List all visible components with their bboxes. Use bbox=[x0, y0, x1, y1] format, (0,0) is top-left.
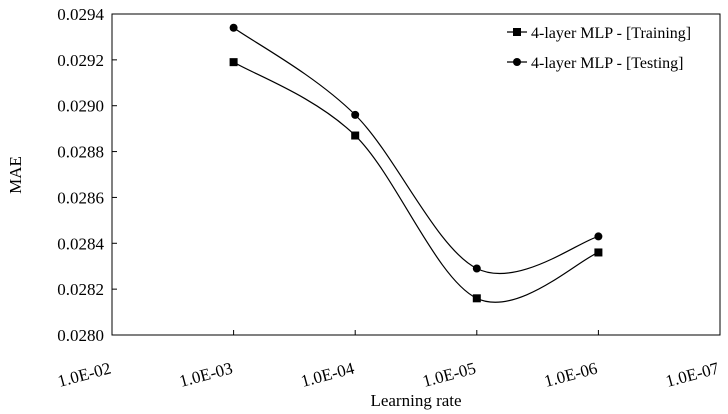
data-point bbox=[472, 264, 481, 273]
x-tick-label: 1.0E-04 bbox=[299, 358, 357, 391]
y-tick-label: 0.0284 bbox=[57, 234, 104, 253]
legend-item: 4-layer MLP - [Training] bbox=[507, 25, 691, 42]
series-training bbox=[229, 58, 603, 303]
y-tick-label: 0.0280 bbox=[57, 326, 104, 345]
data-point bbox=[594, 232, 603, 241]
y-tick-label: 0.0288 bbox=[57, 143, 104, 162]
x-tick-label: 1.0E-05 bbox=[420, 359, 477, 391]
x-axis-title: Learning rate bbox=[370, 391, 461, 410]
y-tick-label: 0.0290 bbox=[57, 97, 104, 116]
legend-label: 4-layer MLP - [Testing] bbox=[531, 55, 683, 72]
x-tick-label: 1.0E-02 bbox=[56, 359, 113, 391]
legend-label: 4-layer MLP - [Training] bbox=[531, 25, 691, 42]
series-line bbox=[233, 61, 599, 303]
data-point bbox=[229, 58, 238, 67]
x-axis: 1.0E-02 1.0E-03 1.0E-04 1.0E-05 1.0E-06 1.0E-… bbox=[56, 330, 722, 391]
legend: 4-layer MLP - [Training] 4-layer MLP - [T… bbox=[507, 25, 691, 72]
data-point bbox=[472, 294, 481, 303]
series-line bbox=[233, 27, 599, 275]
legend-marker bbox=[513, 28, 521, 36]
data-point bbox=[351, 110, 360, 119]
y-tick-label: 0.0294 bbox=[57, 5, 104, 24]
y-tick-label: 0.0282 bbox=[57, 280, 104, 299]
legend-marker bbox=[513, 58, 521, 66]
x-tick-label: 1.0E-03 bbox=[177, 359, 234, 391]
data-point bbox=[229, 23, 238, 32]
legend-item: 4-layer MLP - [Testing] bbox=[507, 55, 683, 72]
y-axis-title: MAE bbox=[6, 156, 25, 194]
series-testing bbox=[229, 23, 603, 275]
series-layer bbox=[229, 23, 603, 303]
y-tick-label: 0.0292 bbox=[57, 51, 104, 70]
data-point bbox=[351, 131, 360, 140]
y-tick-label: 0.0286 bbox=[57, 188, 104, 207]
data-point bbox=[594, 248, 603, 257]
x-tick-label: 1.0E-07 bbox=[664, 358, 722, 391]
y-axis: 0.0280 0.0282 0.0284 0.0286 0.0288 0.0290 0.02… bbox=[57, 5, 117, 345]
x-tick-label: 1.0E-06 bbox=[542, 359, 599, 391]
plot-area bbox=[111, 13, 721, 336]
